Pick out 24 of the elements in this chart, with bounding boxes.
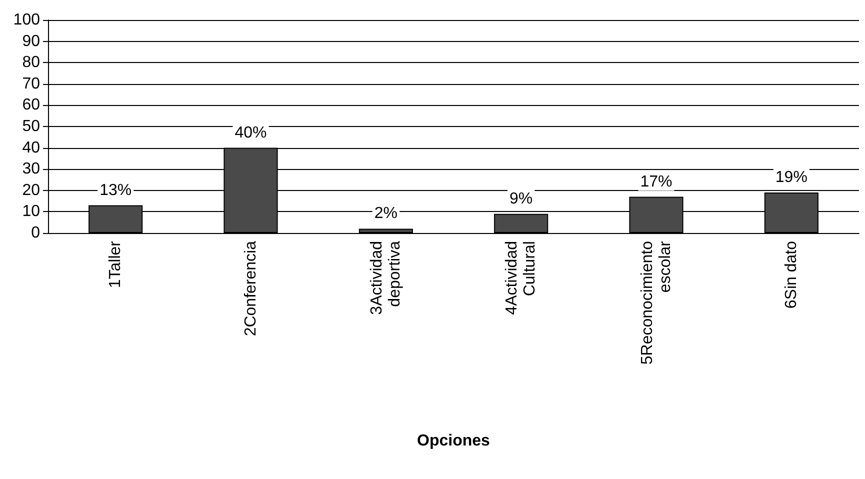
x-tick-label: 6Sin dato xyxy=(782,240,800,309)
y-tick-label: 90 xyxy=(22,32,40,50)
x-tick-label: 3Actividad deportiva xyxy=(368,240,404,315)
y-tick-label: 70 xyxy=(22,75,40,92)
x-tick-label: 4Actividad Cultural xyxy=(504,241,539,315)
x-axis-title: Opciones xyxy=(417,432,490,450)
data-label: 40% xyxy=(234,124,267,142)
y-tick-label: 0 xyxy=(31,224,40,242)
x-tick-label: 5Reconocimiento escolar xyxy=(638,240,674,365)
data-label: 19% xyxy=(775,169,808,186)
y-tick-label: 10 xyxy=(22,203,40,220)
y-tick-label: 60 xyxy=(22,96,40,114)
data-label: 2% xyxy=(374,205,398,222)
x-tick-label: 1Taller xyxy=(107,240,124,288)
y-tick-label: 100 xyxy=(13,12,40,28)
y-tick-label: 40 xyxy=(22,139,40,156)
data-label: 13% xyxy=(100,182,132,199)
data-label: 9% xyxy=(510,190,533,208)
y-tick-label: 30 xyxy=(22,160,40,178)
y-tick-label: 50 xyxy=(22,118,40,135)
y-tick-label: 20 xyxy=(22,182,40,199)
data-label: 17% xyxy=(640,173,672,190)
x-tick-label: 2Conferencia xyxy=(242,240,260,336)
y-tick-label: 80 xyxy=(22,54,40,72)
